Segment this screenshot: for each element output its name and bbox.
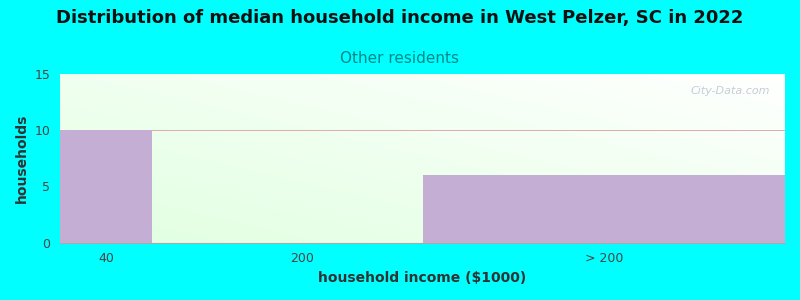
Bar bbox=[422, 175, 785, 243]
X-axis label: household income ($1000): household income ($1000) bbox=[318, 271, 526, 285]
Text: Other residents: Other residents bbox=[341, 51, 459, 66]
Bar bbox=[60, 130, 152, 243]
Text: City-Data.com: City-Data.com bbox=[691, 86, 770, 96]
Text: Distribution of median household income in West Pelzer, SC in 2022: Distribution of median household income … bbox=[56, 9, 744, 27]
Y-axis label: households: households bbox=[15, 114, 29, 203]
